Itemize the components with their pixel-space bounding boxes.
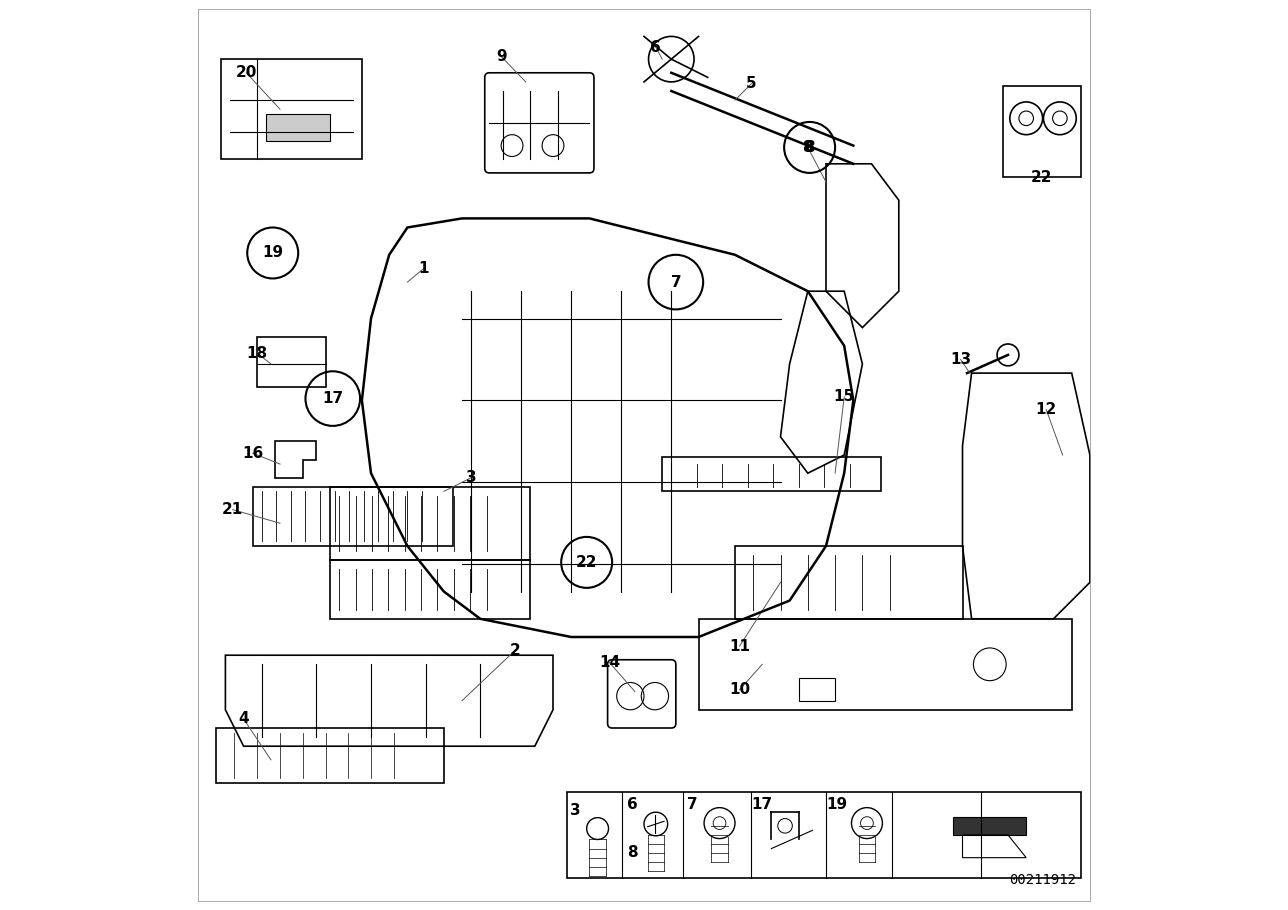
Text: 7: 7 — [687, 797, 698, 812]
Text: 14: 14 — [599, 655, 620, 670]
Text: 8: 8 — [627, 844, 638, 860]
Text: 20: 20 — [236, 66, 258, 80]
Text: 8: 8 — [804, 140, 815, 155]
Text: 2: 2 — [510, 643, 520, 658]
Bar — [252, 487, 453, 546]
Text: 17: 17 — [752, 797, 773, 812]
Text: 8: 8 — [802, 140, 813, 155]
Text: 00211912: 00211912 — [1010, 874, 1077, 887]
Text: 19: 19 — [263, 246, 283, 260]
Text: 22: 22 — [1030, 170, 1052, 185]
Text: 1: 1 — [419, 261, 429, 276]
Bar — [799, 678, 835, 701]
Text: 17: 17 — [322, 391, 344, 406]
Text: 13: 13 — [951, 352, 971, 367]
Text: 4: 4 — [238, 712, 249, 726]
Text: 6: 6 — [650, 40, 661, 55]
Text: 15: 15 — [833, 389, 855, 404]
Text: 5: 5 — [746, 76, 756, 91]
Bar — [662, 457, 881, 491]
Text: 19: 19 — [827, 797, 848, 812]
Text: 21: 21 — [222, 502, 243, 517]
Bar — [330, 487, 531, 560]
Text: 7: 7 — [671, 275, 681, 289]
Polygon shape — [953, 817, 1027, 835]
Text: 12: 12 — [1036, 402, 1057, 417]
Bar — [258, 337, 326, 387]
Text: 10: 10 — [729, 682, 750, 697]
Text: 16: 16 — [242, 446, 263, 460]
Bar — [220, 59, 362, 159]
Text: 3: 3 — [571, 804, 581, 818]
Text: 11: 11 — [729, 639, 750, 653]
Text: 18: 18 — [247, 346, 268, 360]
Bar — [267, 114, 330, 141]
Text: 22: 22 — [576, 555, 598, 570]
Bar — [330, 560, 531, 619]
Text: 3: 3 — [466, 470, 477, 485]
Text: 6: 6 — [627, 797, 638, 812]
Bar — [567, 792, 1081, 878]
Text: 9: 9 — [496, 49, 506, 64]
Bar — [1003, 86, 1081, 177]
